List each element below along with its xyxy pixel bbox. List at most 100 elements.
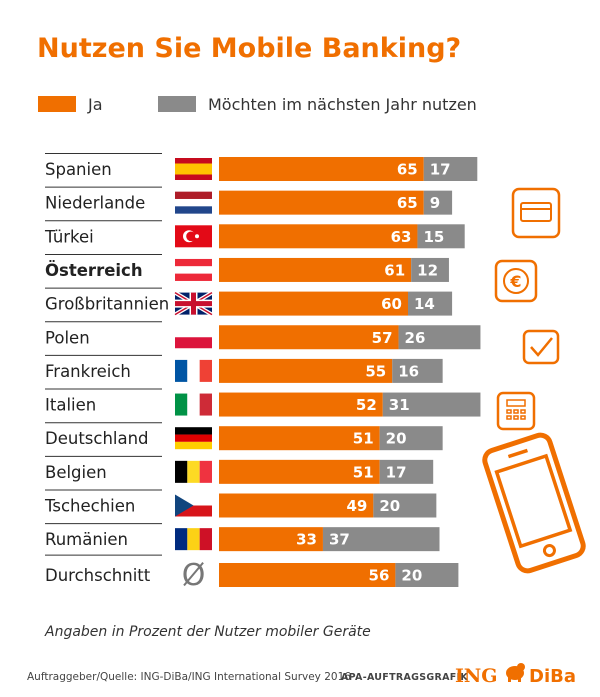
bar-moechten: [373, 493, 437, 518]
chart-row: Großbritannien 60 14: [45, 287, 453, 317]
data-label-ja: 60: [381, 295, 402, 313]
data-label-moechten: 26: [405, 329, 426, 347]
category-label: Niederlande: [45, 194, 145, 213]
bar-ja: [219, 426, 380, 451]
bar-moechten: [382, 392, 481, 417]
data-label-ja: 33: [296, 531, 317, 549]
category-label: Österreich: [45, 261, 143, 280]
credit-card-icon: [511, 187, 561, 239]
data-label-moechten: 31: [389, 396, 410, 414]
bar-ja: [219, 157, 424, 181]
category-label: Deutschland: [45, 429, 149, 448]
data-label-ja: 52: [356, 396, 377, 414]
bar-ja: [219, 493, 374, 518]
data-label-moechten: 20: [401, 567, 422, 585]
chart-row: Italien 52 31: [45, 388, 481, 417]
lion-icon: [506, 663, 525, 682]
category-label: Großbritannien: [45, 295, 169, 314]
euro-icon: €: [494, 259, 538, 303]
bar-moechten: [379, 459, 434, 484]
calculator-icon: [496, 391, 536, 431]
category-label: Spanien: [45, 160, 112, 179]
bar-moechten: [322, 527, 440, 552]
svg-text:ING: ING: [455, 665, 497, 687]
romania-flag-icon: [175, 528, 212, 551]
bar-moechten: [379, 426, 443, 451]
bar-ja: [219, 224, 418, 249]
chart-rows: Spanien 65 17 Niederlande 65 9 Türkei 63 15 Öster…: [44, 153, 481, 593]
chart-row: Rumänien 33 37: [45, 523, 440, 552]
credit-text: APA-AUFTRAGSGRAFIK: [341, 672, 468, 683]
bar-ja: [219, 325, 399, 350]
bar-moechten: [395, 563, 459, 587]
category-label: Durchschnitt: [45, 566, 151, 585]
italy-flag-icon: [175, 393, 212, 416]
average-symbol-icon: Ø: [182, 558, 206, 593]
svg-text:€: €: [509, 272, 521, 291]
chart-row: Durchschnitt Ø 56 20: [45, 558, 459, 593]
checkmark-icon: [522, 329, 560, 365]
svg-text:DiBa: DiBa: [529, 666, 576, 687]
category-label: Frankreich: [45, 362, 131, 381]
data-label-moechten: 14: [414, 295, 435, 313]
bar-ja: [219, 392, 383, 417]
bar-ja: [219, 257, 412, 282]
category-label: Tschechien: [44, 497, 135, 516]
bar-ja: [219, 527, 323, 552]
bar-ja: [219, 459, 380, 484]
bar-moechten: [398, 325, 481, 350]
czech-flag-icon: [175, 494, 212, 517]
legend-swatch-ja: [38, 96, 76, 112]
data-label-ja: 51: [353, 430, 374, 448]
chart-row: Tschechien 49 20: [44, 489, 437, 518]
bar-moechten: [392, 358, 443, 383]
poland-flag-icon: [175, 326, 212, 349]
netherlands-flag-icon: [175, 191, 212, 214]
data-label-moechten: 20: [386, 430, 407, 448]
data-label-ja: 61: [384, 261, 405, 279]
chart-row: Niederlande 65 9: [45, 186, 453, 215]
category-label: Rumänien: [45, 530, 128, 549]
belgium-flag-icon: [175, 460, 212, 483]
chart-row: Türkei 63 15: [44, 220, 465, 249]
category-label: Italien: [45, 396, 96, 415]
bar-moechten: [417, 224, 465, 249]
data-label-moechten: 9: [430, 194, 440, 212]
chart-row: Deutschland 51 20: [45, 422, 443, 451]
data-label-moechten: 15: [423, 228, 444, 246]
category-label: Polen: [45, 328, 90, 347]
bar-moechten: [411, 257, 449, 282]
data-label-moechten: 17: [386, 463, 407, 481]
category-label: Belgien: [45, 463, 107, 482]
chart-title: Nutzen Sie Mobile Banking?: [37, 33, 461, 64]
legend-label-moechten: Möchten im nächsten Jahr nutzen: [208, 95, 477, 114]
bar-ja: [219, 358, 393, 383]
data-label-ja: 56: [369, 567, 390, 585]
data-label-ja: 65: [397, 194, 418, 212]
svg-text:Ø: Ø: [182, 558, 206, 593]
turkey-flag-icon: [175, 225, 212, 248]
legend-swatch-moechten: [158, 96, 196, 112]
chart-row: Spanien 65 17: [45, 153, 478, 181]
data-label-ja: 49: [346, 497, 367, 515]
austria-flag-icon: [175, 258, 212, 281]
uk-flag-icon: [173, 290, 214, 317]
france-flag-icon: [175, 359, 212, 382]
bar-ja: [219, 563, 396, 587]
germany-flag-icon: [175, 427, 212, 450]
data-label-ja: 63: [391, 228, 412, 246]
bar-ja: [219, 291, 408, 316]
data-label-ja: 55: [365, 362, 386, 380]
data-label-ja: 51: [353, 463, 374, 481]
footnote: Angaben in Prozent der Nutzer mobiler Ge…: [44, 624, 371, 640]
bar-ja: [219, 190, 424, 215]
data-label-ja: 65: [397, 161, 418, 179]
bar-moechten: [408, 291, 453, 316]
data-label-moechten: 16: [398, 362, 419, 380]
chart-row: Frankreich 55 16: [45, 354, 443, 383]
chart-row: Polen 57 26: [45, 321, 481, 350]
smartphone-icon: [482, 432, 586, 574]
chart-row: Österreich 61 12: [45, 253, 449, 282]
legend: Ja Möchten im nächsten Jahr nutzen: [38, 95, 477, 114]
